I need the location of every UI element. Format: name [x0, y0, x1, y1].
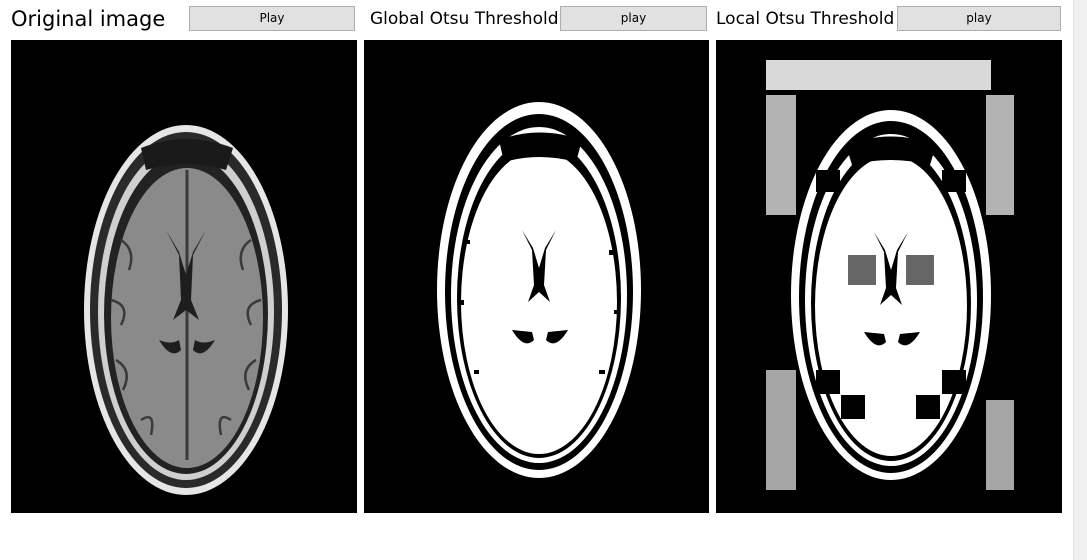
- otsu-global-image: [437, 102, 641, 478]
- local-otsu-play-button[interactable]: play: [897, 6, 1061, 31]
- otsu-local-image: [766, 60, 1014, 490]
- original-play-button[interactable]: Play: [189, 6, 355, 31]
- original-image-title: Original image: [11, 7, 166, 31]
- local-otsu-image-view: [716, 40, 1062, 513]
- local-otsu-title: Local Otsu Threshold: [716, 9, 895, 29]
- mri-brain-image: [84, 125, 288, 495]
- original-image-view: [11, 40, 357, 513]
- global-otsu-image-view: [364, 40, 709, 513]
- vertical-scrollbar[interactable]: [1073, 0, 1087, 560]
- global-otsu-title: Global Otsu Threshold: [370, 9, 559, 29]
- global-otsu-play-button[interactable]: play: [560, 6, 707, 31]
